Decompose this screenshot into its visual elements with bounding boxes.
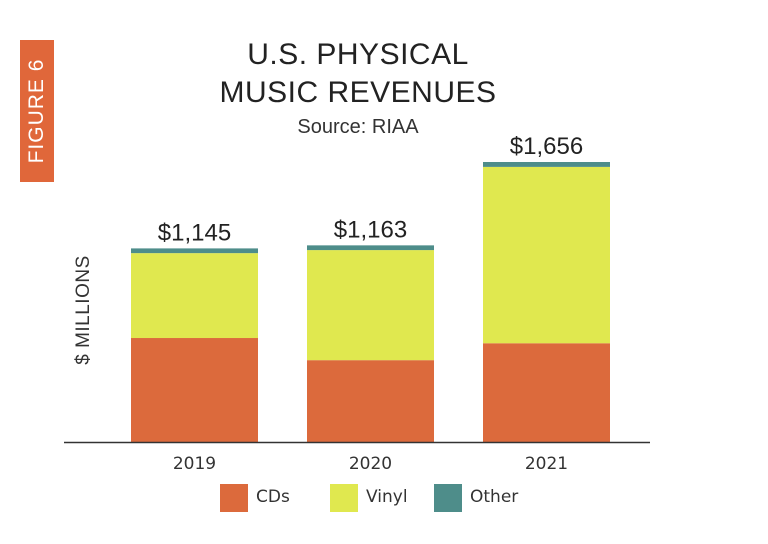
legend-label-cds: CDs — [256, 487, 290, 507]
bar-vinyl-2020 — [307, 250, 434, 361]
total-label-2021: $1,656 — [510, 133, 583, 160]
bar-cds-2020 — [307, 360, 434, 442]
legend-swatch-vinyl — [330, 484, 358, 512]
figure-label-tab: FIGURE 6 — [20, 40, 54, 182]
bar-other-2019 — [131, 248, 258, 254]
total-label-2019: $1,145 — [158, 219, 231, 246]
x-tick-label-2019: 2019 — [173, 454, 216, 474]
bar-vinyl-2019 — [131, 253, 258, 339]
bar-cds-2019 — [131, 338, 258, 442]
x-tick-label-2021: 2021 — [525, 454, 568, 474]
x-tick-label-2020: 2020 — [349, 454, 392, 474]
legend-label-other: Other — [470, 487, 519, 507]
chart-title: U.S. PHYSICAL MUSIC REVENUES — [200, 36, 516, 112]
chart-title-line-2: MUSIC REVENUES — [219, 76, 497, 109]
bar-cds-2021 — [483, 343, 610, 442]
bar-other-2020 — [307, 245, 434, 251]
legend-label-vinyl: Vinyl — [366, 487, 408, 507]
chart-title-line-1: U.S. PHYSICAL — [247, 38, 469, 71]
bar-vinyl-2021 — [483, 166, 610, 344]
chart-subtitle: Source: RIAA — [297, 116, 419, 138]
legend-swatch-other — [434, 484, 462, 512]
bar-other-2021 — [483, 162, 610, 167]
total-label-2020: $1,163 — [334, 216, 407, 243]
legend-swatch-cds — [220, 484, 248, 512]
